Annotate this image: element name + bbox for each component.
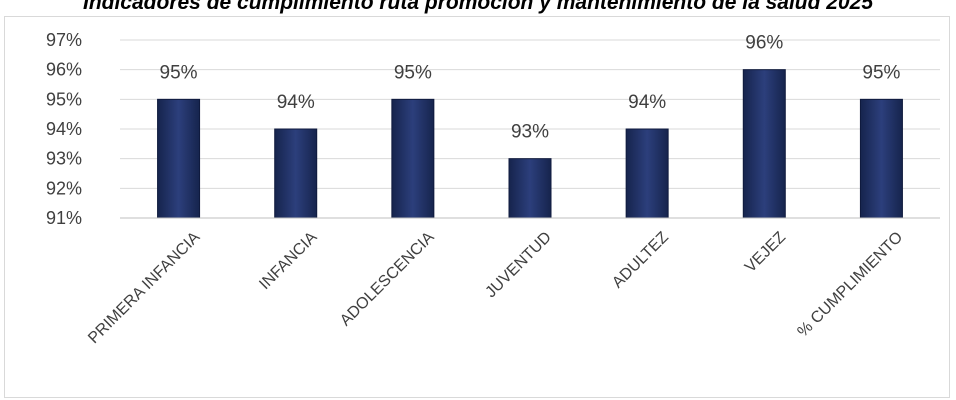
y-tick-label: 96% (46, 60, 82, 80)
x-tick-label: JUVENTUD (482, 229, 554, 301)
x-tick-label: INFANCIA (256, 229, 320, 293)
chart-frame (4, 16, 950, 398)
y-tick-label: 95% (46, 89, 82, 109)
data-labels: 95% 94% 95% 93% 94% 96% 95% (160, 33, 901, 143)
x-tick-label: ADOLESCENCIA (337, 229, 438, 330)
y-tick-label: 93% (46, 149, 82, 169)
data-label: 93% (511, 122, 549, 143)
bar (274, 128, 318, 219)
y-tick-label: 94% (46, 119, 82, 139)
chart-title: Indicadores de cumplimiento ruta promoci… (82, 0, 873, 14)
bar (391, 98, 435, 219)
bar (859, 98, 903, 219)
bar (742, 69, 786, 219)
x-axis: PRIMERA INFANCIA INFANCIA ADOLESCENCIA JUVE… (85, 217, 940, 347)
x-tick-label: % CUMPLIMIENTO (794, 229, 906, 341)
bar (508, 158, 552, 219)
x-tick-label: ADULTEZ (609, 229, 672, 292)
data-label: 94% (277, 92, 315, 113)
y-axis: 91% 92% 93% 94% 95% 96% 97% (46, 30, 82, 228)
data-label: 95% (862, 62, 900, 83)
x-tick-label: VEJEZ (742, 229, 789, 276)
bar (157, 98, 201, 219)
y-tick-label: 97% (46, 30, 82, 50)
y-tick-label: 91% (46, 208, 82, 228)
x-tick-label: PRIMERA INFANCIA (85, 229, 203, 347)
data-label: 95% (160, 62, 198, 83)
bar (625, 128, 669, 219)
data-label: 94% (628, 92, 666, 113)
data-label: 96% (745, 33, 783, 54)
y-tick-label: 92% (46, 178, 82, 198)
bars (157, 69, 903, 219)
data-label: 95% (394, 62, 432, 83)
